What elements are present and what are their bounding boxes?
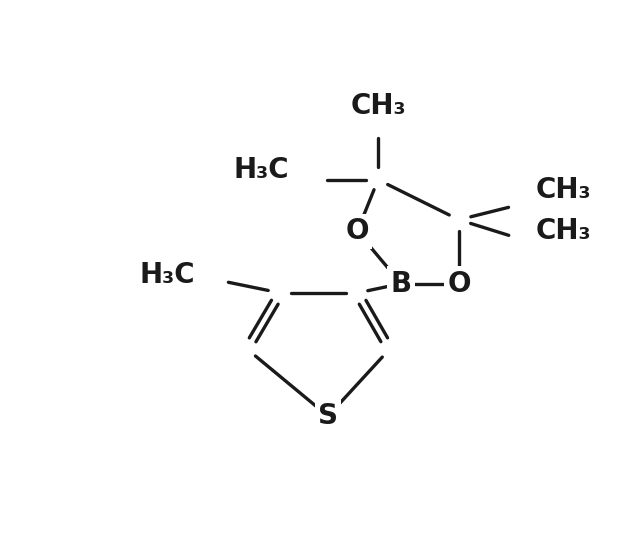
Text: B: B bbox=[390, 270, 412, 298]
Text: O: O bbox=[346, 218, 369, 246]
Text: CH₃: CH₃ bbox=[350, 92, 406, 120]
Text: CH₃: CH₃ bbox=[536, 218, 591, 246]
Text: O: O bbox=[447, 270, 470, 298]
Text: H₃C: H₃C bbox=[140, 261, 196, 289]
Text: S: S bbox=[318, 402, 338, 430]
Text: CH₃: CH₃ bbox=[536, 176, 591, 204]
Text: H₃C: H₃C bbox=[234, 156, 289, 184]
